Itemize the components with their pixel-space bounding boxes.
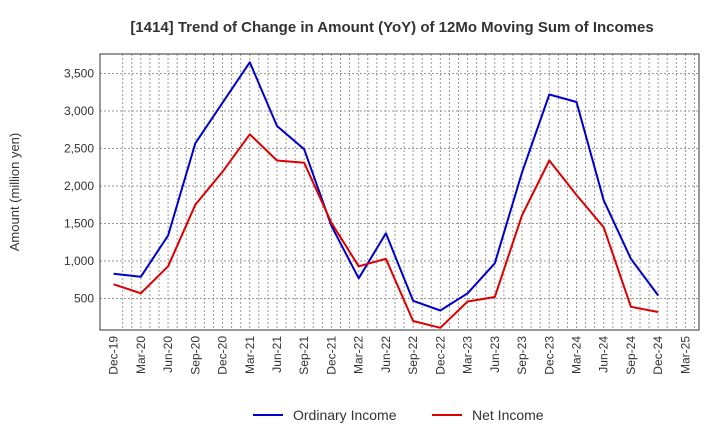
series-line-ordinary-income [113, 61, 660, 312]
x-tick-label: Jun-21 [270, 336, 284, 373]
y-axis: 500 1,000 1,500 2,000 2,500 3,000 3,500 [64, 67, 94, 306]
y-tick-label: 3,500 [64, 67, 94, 81]
x-tick-label: Dec-23 [542, 336, 556, 375]
y-tick-label: 1,500 [64, 217, 94, 231]
x-tick-label: Dec-20 [216, 336, 230, 375]
x-tick-label: Sep-21 [297, 336, 311, 375]
x-tick-label: Dec-24 [651, 336, 665, 375]
legend-label: Net Income [472, 407, 544, 423]
x-tick-label: Mar-24 [569, 336, 583, 374]
x-tick-label: Sep-23 [515, 336, 529, 375]
x-tick-label: Jun-24 [597, 336, 611, 373]
legend-label: Ordinary Income [293, 407, 397, 423]
plot-area [99, 53, 700, 331]
x-tick-label: Jun-23 [488, 336, 502, 373]
chart-title: [1414] Trend of Change in Amount (YoY) o… [130, 19, 653, 36]
x-tick-label: Mar-22 [352, 336, 366, 374]
x-tick-label: Dec-19 [107, 336, 121, 375]
legend: Ordinary Income Net Income [253, 407, 544, 423]
x-tick-label: Jun-22 [379, 336, 393, 373]
x-tick-label: Jun-20 [161, 336, 175, 373]
y-tick-label: 2,000 [64, 179, 94, 193]
x-tick-label: Sep-24 [624, 336, 638, 375]
x-tick-label: Dec-21 [324, 336, 338, 375]
y-tick-label: 1,000 [64, 254, 94, 268]
y-axis-label: Amount (million yen) [7, 133, 22, 252]
series-line-net-income [113, 133, 659, 329]
x-tick-label: Sep-22 [406, 336, 420, 375]
y-tick-label: 3,000 [64, 104, 94, 118]
x-tick-label: Sep-20 [188, 336, 202, 375]
x-tick-label: Mar-20 [134, 336, 148, 374]
x-axis: Dec-19 Mar-20 Jun-20 Sep-20 Dec-20 Mar-21 Jun-… [107, 336, 693, 375]
x-tick-label: Mar-21 [243, 336, 257, 374]
grid [100, 54, 699, 330]
x-tick-label: Mar-23 [461, 336, 475, 374]
x-tick-label: Mar-25 [678, 336, 692, 374]
series-group [113, 61, 660, 329]
y-tick-label: 2,500 [64, 142, 94, 156]
x-tick-label: Dec-22 [433, 336, 447, 375]
y-tick-label: 500 [74, 292, 94, 306]
